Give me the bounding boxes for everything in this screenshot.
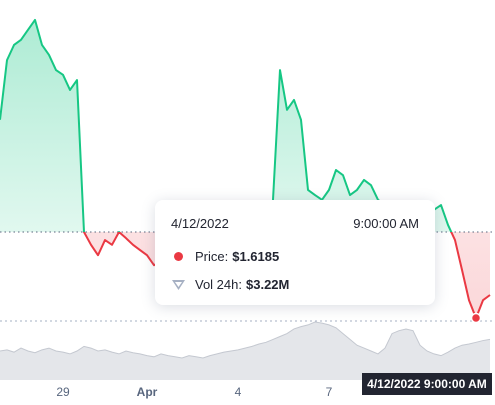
x-tick-label: 7 bbox=[326, 385, 333, 399]
price-dot bbox=[174, 252, 183, 261]
volume-label: Vol 24h: bbox=[195, 277, 242, 292]
tooltip-date: 4/12/2022 bbox=[171, 216, 229, 231]
cursor-label: 4/12/2022 9:00:00 AM bbox=[362, 373, 492, 395]
x-tick-label: Apr bbox=[137, 385, 158, 399]
x-tick-label: 29 bbox=[56, 385, 70, 399]
volume-line bbox=[0, 321, 491, 359]
area-above bbox=[0, 19, 490, 233]
tooltip-time: 9:00:00 AM bbox=[353, 216, 419, 231]
tooltip: 4/12/2022 9:00:00 AM Price: $1.6185 Vol … bbox=[155, 200, 435, 305]
price-label: Price: bbox=[195, 249, 229, 264]
volume-icon bbox=[172, 279, 185, 290]
volume-area bbox=[0, 322, 490, 380]
volume-value: $3.22M bbox=[246, 277, 290, 292]
x-tick-label: 4 bbox=[235, 385, 242, 399]
price-line-above bbox=[0, 18, 453, 233]
hover-point bbox=[470, 312, 482, 324]
price-value: $1.6185 bbox=[232, 249, 280, 264]
